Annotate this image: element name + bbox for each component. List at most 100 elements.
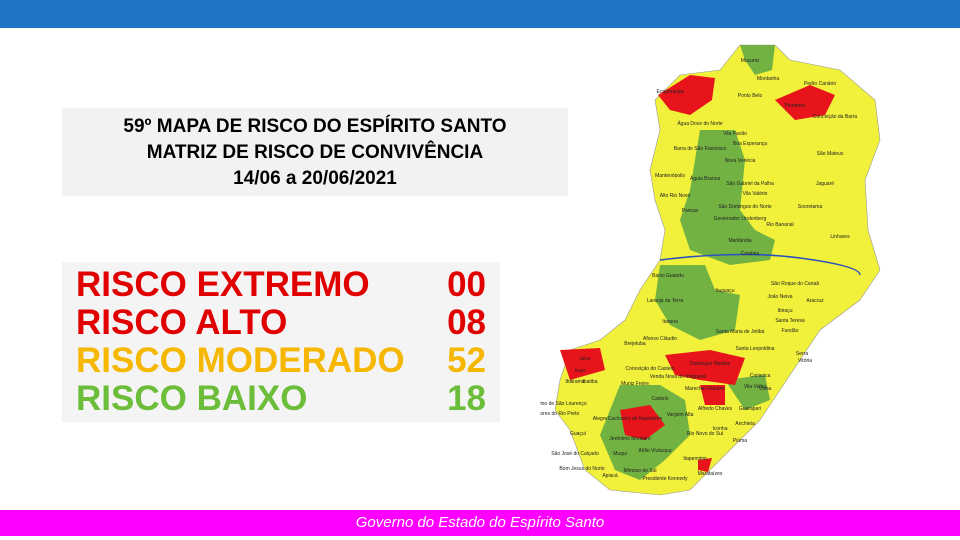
municipality-label: Montanha: [757, 76, 779, 82]
municipality-label: Alfredo Chaves: [698, 406, 733, 412]
title-box: 59º MAPA DE RISCO DO ESPÍRITO SANTO MATR…: [62, 108, 568, 196]
municipality-label: Nova Venécia: [725, 158, 756, 164]
risk-area-high: [698, 458, 712, 472]
municipality-label: Marilândia: [728, 238, 751, 244]
risk-count: 18: [447, 379, 486, 418]
municipality-label: Rio Novo do Sul: [687, 431, 723, 437]
title-line: 59º MAPA DE RISCO DO ESPÍRITO SANTO: [123, 116, 507, 137]
risk-area-high: [560, 348, 605, 380]
municipality-label: Cariacica: [750, 373, 771, 379]
municipality-label: Muniz Freire: [621, 381, 649, 387]
municipality-label: Vitória: [798, 358, 812, 364]
municipality-label: Ibitirama: [565, 379, 584, 385]
municipality-label: Atílio Vivácqua: [639, 448, 672, 454]
municipality-label: Pancas: [682, 208, 699, 214]
map: Mucurici Montanha Pedro Canário Ecoporanga P…: [540, 44, 881, 496]
municipality-label: Pedro Canário: [804, 81, 836, 87]
risk-count: 52: [447, 341, 486, 380]
municipality-label: Pinheiros: [785, 103, 806, 109]
municipality-label: Mantenópolis: [655, 173, 685, 179]
municipality-label: Jerônimo Monteiro: [609, 436, 651, 442]
state-outline: [554, 44, 881, 496]
municipality-label: Iconha: [712, 426, 727, 432]
municipality-label: Água Doce do Norte: [677, 120, 723, 127]
risk-area-low: [740, 45, 775, 75]
municipality-label: Aracruz: [806, 298, 824, 304]
municipality-label: Conceição do Castelo: [626, 366, 675, 372]
risk-area-low: [655, 265, 740, 340]
risk-row: RISCO ALTO 08: [76, 304, 486, 342]
municipality-label: São Roque do Canaã: [771, 281, 819, 287]
municipality-label: Águia Branca: [690, 175, 720, 182]
risk-row: RISCO MODERADO 52: [76, 342, 486, 380]
municipality-label: Alto Rio Novo: [660, 193, 691, 199]
municipality-label: Venda Nova do Imigrante: [650, 374, 707, 380]
municipality-label: Vargem Alta: [667, 412, 694, 418]
municipality-label: Baixo Guandu: [652, 273, 684, 279]
municipality-label: Itaguaçu: [715, 288, 734, 294]
municipality-label: Santa Teresa: [775, 318, 805, 324]
municipality-label: Linhares: [830, 234, 850, 240]
top-bar: [0, 0, 960, 28]
municipality-label: Ecoporanga: [657, 89, 684, 95]
municipality-label: São Gabriel da Palha: [726, 181, 774, 187]
municipality-label: Santa Leopoldina: [736, 346, 775, 352]
municipality-label: Governador Lindenberg: [714, 216, 767, 222]
municipality-label: Muqui: [613, 451, 627, 457]
municipality-label: Boa Esperança: [733, 141, 767, 147]
municipality-label: Apiacá: [602, 473, 618, 479]
municipality-label: Laranja da Terra: [647, 298, 684, 304]
municipality-label: Castelo: [652, 396, 669, 402]
municipality-label: Viana: [759, 386, 772, 392]
river: [659, 253, 861, 276]
risk-row: RISCO BAIXO 18: [76, 380, 486, 418]
municipality-label: Jaguaré: [816, 181, 834, 187]
municipality-label: Itapemirim: [683, 456, 706, 462]
risk-area-low: [725, 375, 770, 410]
risk-box: RISCO EXTREMO 00 RISCO ALTO 08 RISCO MODERAD…: [62, 262, 500, 422]
municipality-label: Divino de São Lourenço: [540, 401, 587, 407]
risk-label: RISCO ALTO: [76, 303, 288, 342]
municipality-label: Afonso Cláudio: [643, 336, 677, 342]
municipality-label: Marechal Floriano: [685, 386, 725, 392]
municipality-label: Iúna: [580, 356, 590, 362]
municipality-label: Mucurici: [741, 58, 760, 64]
municipality-label: João Neiva: [767, 294, 792, 300]
municipality-label: Guarapari: [739, 406, 761, 412]
municipality-label: Anchieta: [735, 421, 755, 427]
footer: Governo do Estado do Espírito Santo: [0, 510, 960, 536]
municipality-label: Ponto Belo: [738, 93, 763, 99]
risk-count: 08: [447, 303, 486, 342]
risk-label: RISCO EXTREMO: [76, 265, 370, 304]
risk-area-high: [700, 385, 725, 405]
municipality-label: Conceição da Barra: [813, 114, 857, 120]
municipality-label: Cachoeiro de Itapemirim: [608, 416, 662, 422]
municipality-label: Marataízes: [698, 471, 723, 477]
risk-area-high: [665, 350, 745, 385]
municipality-label: Vila Valério: [743, 191, 768, 197]
municipality-label: Santa Maria de Jetibá: [716, 329, 765, 335]
municipality-label: Colatina: [741, 251, 760, 257]
risk-area-low: [680, 130, 775, 265]
municipality-label: Serra: [796, 351, 808, 357]
risk-label: RISCO BAIXO: [76, 379, 308, 418]
municipality-label: Alegre: [593, 416, 608, 422]
risk-label: RISCO MODERADO: [76, 341, 405, 380]
title-line: 14/06 a 20/06/2021: [233, 168, 397, 189]
municipality-label: Itarana: [662, 319, 678, 325]
title-line: MATRIZ DE RISCO DE CONVIVÊNCIA: [146, 142, 484, 163]
municipality-label: Fundão: [782, 328, 799, 334]
risk-area-high: [775, 85, 835, 120]
municipality-label: Ibiraçu: [777, 308, 792, 314]
municipality-label: São Mateus: [817, 151, 844, 157]
municipality-label: Piúma: [733, 438, 747, 444]
municipality-label: Bom Jesus do Norte: [559, 466, 605, 472]
risk-count: 00: [447, 265, 486, 304]
municipality-label: Mimoso do Sul: [623, 468, 656, 474]
municipality-label: Guaçuí: [570, 431, 587, 437]
municipality-label: Vila Pavão: [723, 131, 747, 137]
municipality-label: São Domingos do Norte: [718, 204, 772, 210]
municipality-label: Barra de São Francisco: [674, 146, 727, 152]
municipality-label: Presidente Kennedy: [642, 476, 688, 482]
